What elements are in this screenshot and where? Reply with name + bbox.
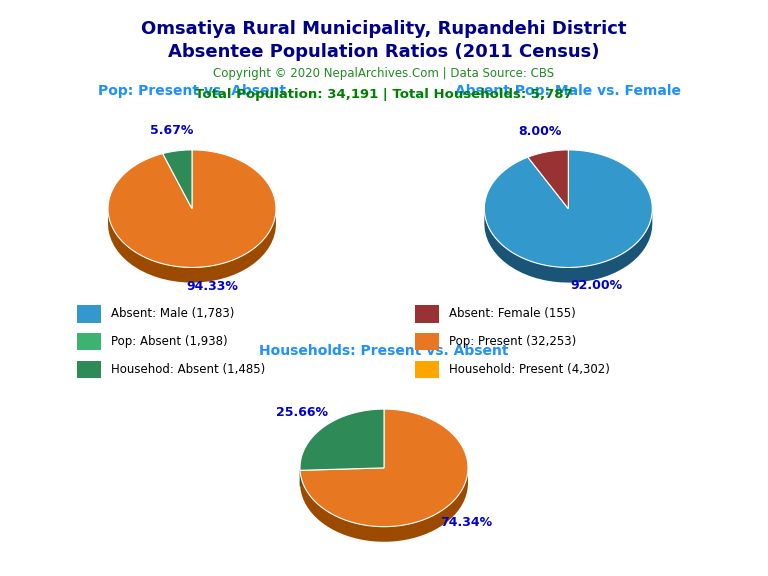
Polygon shape — [528, 150, 568, 209]
Polygon shape — [163, 150, 192, 209]
Polygon shape — [300, 469, 468, 542]
Polygon shape — [300, 409, 468, 526]
Polygon shape — [485, 150, 652, 267]
Title: Pop: Present vs. Absent: Pop: Present vs. Absent — [98, 84, 286, 98]
Polygon shape — [300, 409, 384, 471]
Text: 94.33%: 94.33% — [186, 281, 238, 293]
Text: 8.00%: 8.00% — [518, 126, 562, 138]
Text: Household: Present (4,302): Household: Present (4,302) — [449, 363, 609, 376]
Text: Absent: Male (1,783): Absent: Male (1,783) — [111, 308, 234, 320]
Title: Absent Pop: Male vs. Female: Absent Pop: Male vs. Female — [455, 84, 681, 98]
Text: 25.66%: 25.66% — [276, 407, 328, 419]
Text: Omsatiya Rural Municipality, Rupandehi District: Omsatiya Rural Municipality, Rupandehi D… — [141, 20, 627, 38]
Text: Pop: Absent (1,938): Pop: Absent (1,938) — [111, 335, 227, 348]
Text: 5.67%: 5.67% — [151, 124, 194, 137]
Text: 92.00%: 92.00% — [571, 279, 623, 292]
Text: Absent: Female (155): Absent: Female (155) — [449, 308, 575, 320]
Text: Pop: Present (32,253): Pop: Present (32,253) — [449, 335, 576, 348]
Polygon shape — [108, 208, 276, 283]
Text: 74.34%: 74.34% — [440, 516, 492, 529]
Text: Total Population: 34,191 | Total Households: 5,787: Total Population: 34,191 | Total Househo… — [195, 88, 573, 101]
Polygon shape — [485, 209, 652, 283]
Polygon shape — [108, 150, 276, 267]
Text: Househod: Absent (1,485): Househod: Absent (1,485) — [111, 363, 265, 376]
Text: Copyright © 2020 NepalArchives.Com | Data Source: CBS: Copyright © 2020 NepalArchives.Com | Dat… — [214, 67, 554, 81]
Title: Households: Present vs. Absent: Households: Present vs. Absent — [260, 343, 508, 358]
Text: Absentee Population Ratios (2011 Census): Absentee Population Ratios (2011 Census) — [168, 43, 600, 61]
